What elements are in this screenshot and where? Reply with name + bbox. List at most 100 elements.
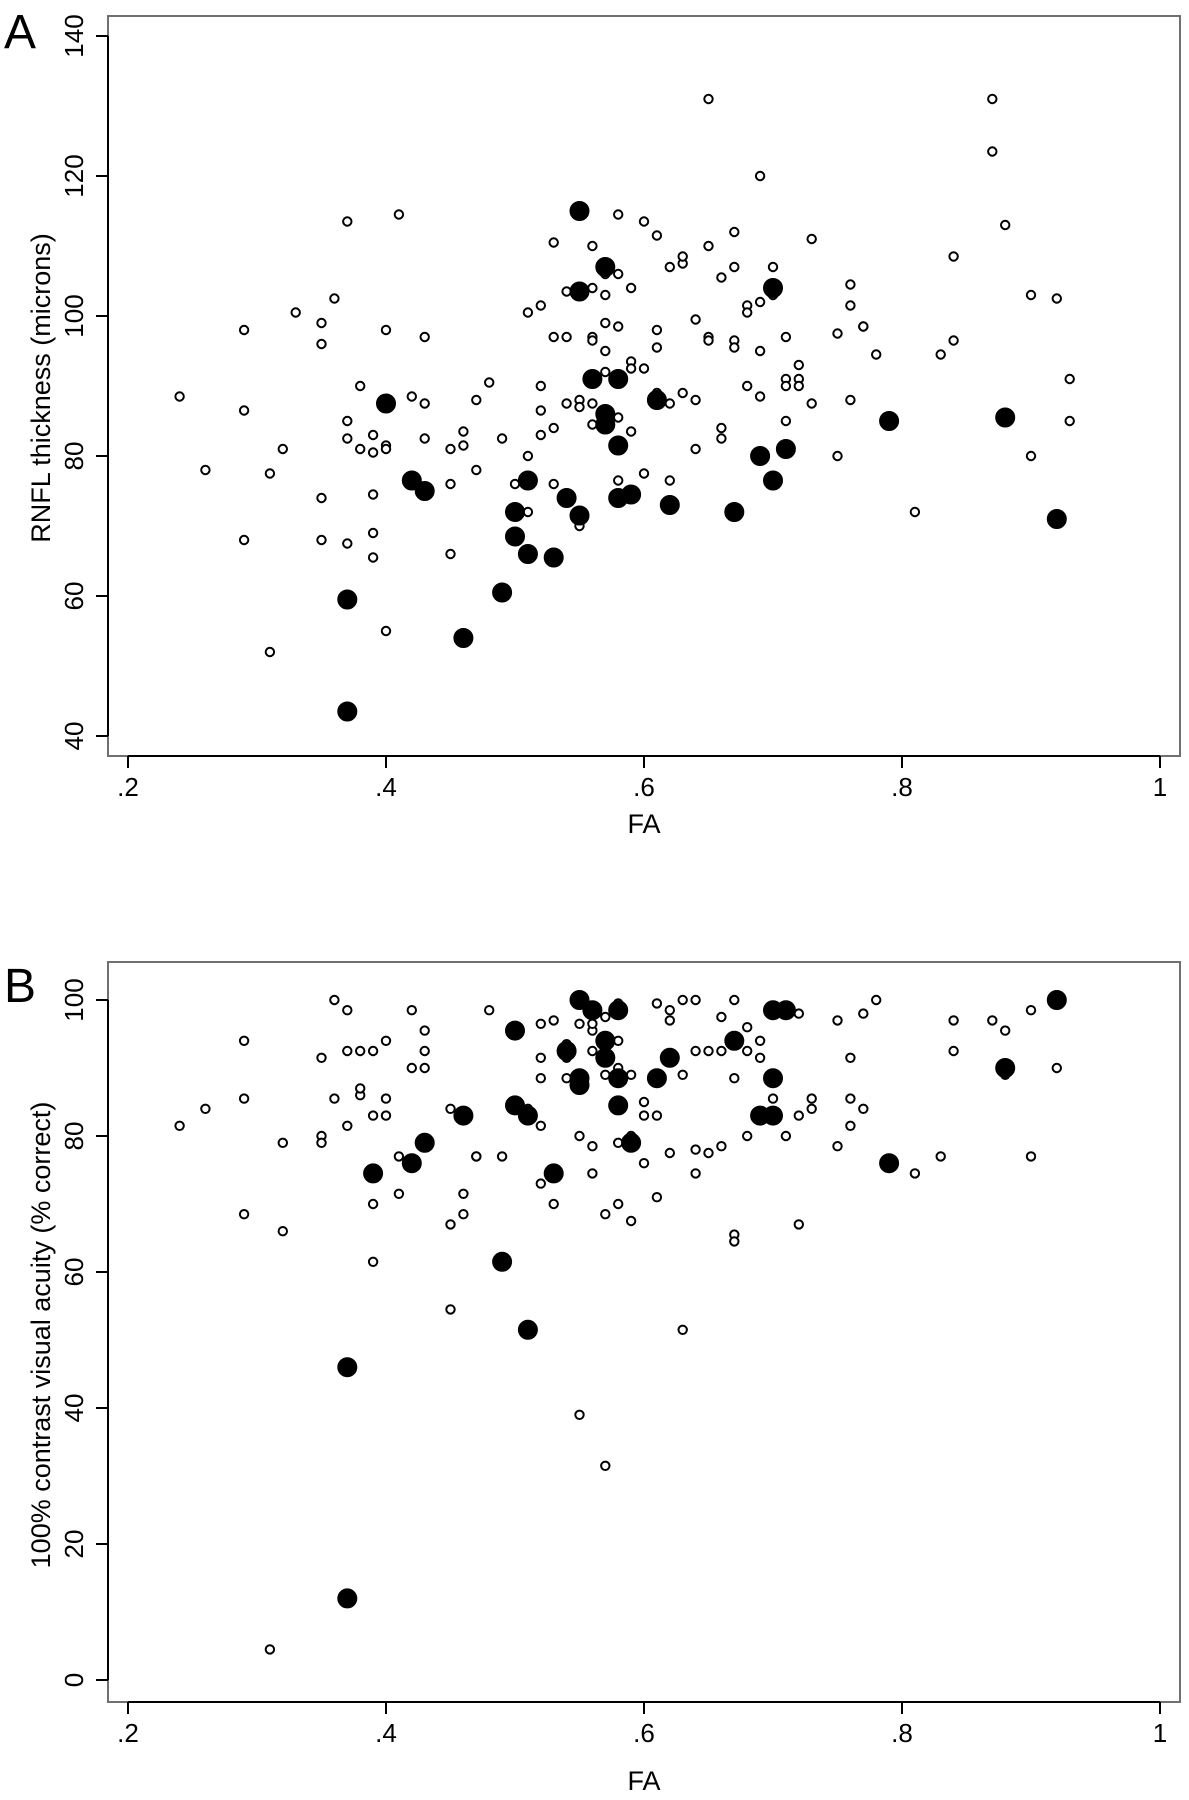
panel-b-point-filled <box>401 1153 422 1174</box>
panel-a-point-hollow <box>625 282 637 294</box>
panel-b-point-hollow <box>380 1035 392 1047</box>
panel-b-x-tick-label: .4 <box>375 1718 397 1748</box>
panel-b-point-hollow <box>677 1324 688 1336</box>
panel-b-point-filled <box>556 1041 577 1061</box>
panel-a-point-hollow <box>367 489 379 500</box>
panel-a-point-hollow <box>703 335 714 346</box>
panel-b-point-filled <box>724 1030 745 1051</box>
panel-b-point-hollow <box>535 1120 546 1132</box>
panel-b-point-hollow <box>574 1018 585 1029</box>
panel-a-point-hollow <box>1064 415 1075 427</box>
panel-b-point-hollow <box>277 1226 288 1237</box>
panel-a-point-hollow <box>716 433 727 444</box>
panel-a-point-hollow <box>806 233 817 245</box>
panel-b-point-hollow <box>845 1093 856 1104</box>
panel-a-point-hollow <box>587 398 598 409</box>
panel-a-point-hollow <box>832 450 843 462</box>
panel-b-point-hollow <box>716 1011 727 1023</box>
panel-b-point-filled <box>582 1000 603 1021</box>
panel-b-point-hollow <box>742 1045 753 1057</box>
panel-a-point-hollow <box>200 464 211 476</box>
panel-a-point-hollow <box>987 93 998 105</box>
panel-b-point-hollow <box>419 1045 430 1057</box>
panel-a-point-hollow <box>458 426 469 437</box>
panel-b-point-hollow <box>458 1188 469 1200</box>
panel-a-x-tick-label: .4 <box>375 772 397 802</box>
panel-b-point-hollow <box>638 1110 650 1121</box>
panel-b-point-filled <box>337 1357 358 1378</box>
panel-a-point-hollow <box>664 475 675 486</box>
panel-a-point-hollow <box>716 422 727 434</box>
panel-a-point-hollow <box>393 209 405 220</box>
panel-a-point-filled <box>492 582 513 603</box>
panel-a-point-hollow <box>174 391 185 402</box>
panel-b-point-filled <box>337 1588 358 1609</box>
panel-a-point-hollow <box>625 426 637 437</box>
panel-a-point-hollow <box>651 342 663 353</box>
panel-a-point-hollow <box>987 146 998 157</box>
panel-a-point-filled <box>505 526 525 547</box>
panel-a-point-hollow <box>690 394 701 406</box>
panel-b-point-hollow <box>316 1137 327 1149</box>
panel-b-point-hollow <box>651 998 663 1009</box>
panel-a-y-tick-label: 120 <box>59 154 89 197</box>
panel-a-point-hollow <box>535 429 546 441</box>
panel-a-y-tick-label: 80 <box>59 442 89 471</box>
panel-a-point-hollow <box>935 349 946 360</box>
panel-a-point-filled <box>995 407 1016 428</box>
panel-a-point-hollow <box>535 405 546 416</box>
panel-a-point-hollow <box>600 366 611 378</box>
panel-b-point-hollow <box>1025 1151 1037 1162</box>
panel-a-point-filled <box>646 390 667 410</box>
panel-b-point-hollow <box>419 1062 430 1074</box>
panel-a-point-hollow <box>238 324 250 336</box>
panel-a-point-hollow <box>613 209 624 220</box>
panel-a-point-hollow <box>342 216 353 227</box>
panel-a-point-filled <box>569 505 590 526</box>
panel-b-point-hollow <box>277 1137 288 1149</box>
panel-a-point-hollow <box>458 440 469 451</box>
panel-a-point-hollow <box>664 261 675 273</box>
panel-b-point-hollow <box>548 1015 559 1026</box>
panel-a-point-hollow <box>380 443 392 455</box>
panel-b-point-hollow <box>600 1011 611 1023</box>
panel-b-y-tick-label: 0 <box>59 1673 89 1687</box>
panel-a-point-hollow <box>535 380 546 392</box>
panel-b-point-hollow <box>638 1158 650 1169</box>
panel-a-point-filled <box>556 488 577 508</box>
panel-a-point-hollow <box>793 359 804 371</box>
panel-b-point-filled <box>595 1030 616 1051</box>
panel-b-point-hollow <box>600 1460 611 1472</box>
panel-b-y-tick-label: 100 <box>59 978 89 1021</box>
panel-a-point-hollow <box>600 317 611 329</box>
panel-b-point-hollow <box>987 1015 998 1026</box>
panel-a-point-filled <box>505 502 525 522</box>
panel-b-point-hollow <box>445 1304 456 1315</box>
panel-a-y-tick-label: 40 <box>59 722 89 751</box>
panel-a-point-hollow <box>613 475 624 486</box>
panel-a-y-tick-label: 60 <box>59 582 89 611</box>
panel-b-point-hollow <box>948 1015 959 1026</box>
panel-a-point-hollow <box>767 261 779 273</box>
panel-b-point-hollow <box>238 1093 250 1104</box>
panel-b-x-tick-label: .2 <box>117 1718 139 1748</box>
panel-a-point-filled <box>582 369 603 389</box>
panel-a-point-hollow <box>651 324 663 336</box>
panel-b-point-hollow <box>367 1256 379 1268</box>
panel-b-point-hollow <box>806 1093 817 1104</box>
panel-b-point-hollow <box>677 1069 688 1081</box>
panel-b-point-hollow <box>935 1151 946 1162</box>
panel-b-point-hollow <box>574 1130 585 1142</box>
panel-b-point-filled <box>763 1068 783 1089</box>
panel-b-point-hollow <box>690 994 701 1006</box>
panel-b-point-hollow <box>729 994 740 1006</box>
panel-a-point-hollow <box>316 492 327 504</box>
panel-a-point-hollow <box>342 433 353 444</box>
panel-a-point-hollow <box>742 307 753 318</box>
panel-a-x-tick-label: .2 <box>117 772 139 802</box>
panel-b-point-hollow <box>832 1141 843 1152</box>
panel-a-point-hollow <box>535 300 546 311</box>
panel-b-point-hollow <box>342 1045 353 1057</box>
panel-a-point-hollow <box>380 324 392 336</box>
panel-b-point-hollow <box>651 1192 663 1203</box>
